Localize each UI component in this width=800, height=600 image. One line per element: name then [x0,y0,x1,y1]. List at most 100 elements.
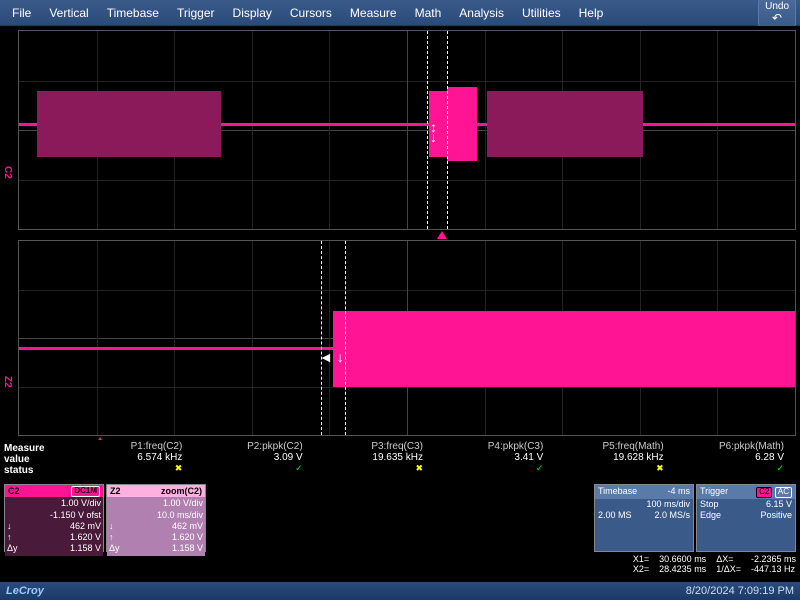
measure-label: P4:pkpk(C3) [435,441,543,452]
cursor-bottom-1[interactable] [321,241,322,435]
measure-status-icon: ✖ [555,463,663,474]
channel-panel-z2[interactable]: Z2 zoom(C2) 1.00 V/div10.0 ms/div↓462 mV… [106,484,206,552]
trigger-title: Trigger [700,486,728,498]
burst-top-2 [447,87,477,161]
measure-value: 19.628 kHz [555,452,663,463]
measure-label: P1:freq(C2) [74,441,182,452]
burst-bottom [333,311,795,387]
x2-value: 28.4235 ms [659,564,706,574]
c2-coupling-badge: DC1M [71,486,100,497]
burst-top-3 [487,91,643,157]
panel-line: 1.00 V/div [109,498,203,509]
cursor-bottom-2[interactable] [345,241,346,435]
panel-line: -1.150 V ofst [7,510,101,521]
undo-button[interactable]: Undo ↶ [758,0,796,27]
menu-utilities[interactable]: Utilities [514,3,569,23]
channel-panel-c2[interactable]: C2 DC1M 1.00 V/div-1.150 V ofst↓462 mV↑1… [4,484,104,552]
measure-label: P2:pkpk(C2) [194,441,302,452]
panel-line: ↑1.620 V [7,532,101,543]
datetime-label: 8/20/2024 7:09:19 PM [686,585,794,597]
menu-file[interactable]: File [4,3,39,23]
measure-row-value: value [4,454,74,465]
panel-line: 10.0 ms/div [109,510,203,521]
panel-line: 2.00 MS2.0 MS/s [595,510,693,522]
menu-help[interactable]: Help [571,3,612,23]
dx-value: -2.2365 ms [751,554,796,564]
menu-timebase[interactable]: Timebase [99,3,167,23]
menu-cursors[interactable]: Cursors [282,3,340,23]
measure-col-2: P2:pkpk(C2)3.09 V✓ [194,441,314,481]
idx-label: 1/ΔX= [716,564,741,574]
x1-label: X1= [633,554,649,564]
measure-label: P3:freq(C3) [315,441,423,452]
measure-status-icon: ✖ [315,463,423,474]
measure-col-6: P6:pkpk(Math)6.28 V✓ [676,441,796,481]
panel-line: EdgePositive [697,510,795,522]
waveform-bottom[interactable]: ◄ ↓ [18,240,796,436]
burst-top-0 [37,91,221,157]
trigger-ac-badge: AC [775,487,792,498]
z2-panel-name: Z2 [110,486,121,497]
measure-col-4: P4:pkpk(C3)3.41 V✓ [435,441,555,481]
measure-value: 3.09 V [194,452,302,463]
measure-value: 19.635 kHz [315,452,423,463]
footer: LeCroy 8/20/2024 7:09:19 PM [0,582,800,600]
measure-col-5: P5:freq(Math)19.628 kHz✖ [555,441,675,481]
timebase-title: Timebase [598,486,637,498]
menu-display[interactable]: Display [225,3,280,23]
panel-line: ↓462 mV [7,521,101,532]
panel-line: Stop6.15 V [697,499,795,511]
panel-line: ↓462 mV [109,521,203,532]
c2-panel-name: C2 [8,486,20,497]
menu-trigger[interactable]: Trigger [169,3,223,23]
info-row: C2 DC1M 1.00 V/div-1.150 V ofst↓462 mV↑1… [4,484,796,552]
waveform-top[interactable]: ↕↓ [18,30,796,230]
measure-value: 6.28 V [676,452,784,463]
menubar: File Vertical Timebase Trigger Display C… [0,0,800,26]
cursor-arrows-top: ↕↓ [430,123,437,143]
scope-area[interactable]: C2 Z2 ↕↓ ◄ ↓ [0,26,800,440]
x2-label: X2= [633,564,649,574]
cursor-top-1[interactable] [427,31,428,229]
panel-line: 1.00 V/div [7,498,101,509]
measure-label: P6:pkpk(Math) [676,441,784,452]
cursor-top-2[interactable] [447,31,448,229]
measure-status-icon: ✓ [435,463,543,474]
trace-baseline-bottom [19,347,333,350]
trigger-panel[interactable]: Trigger C2 AC Stop6.15 VEdgePositive [696,484,796,552]
menu-math[interactable]: Math [407,3,450,23]
brand-label: LeCroy [6,585,44,597]
measure-row-status: status [4,465,74,476]
measure-header: Measure [4,443,74,454]
undo-label: Undo [765,2,789,12]
panel-line: Δy1.158 V [7,543,101,554]
channel-label-c2: C2 [2,166,13,179]
timebase-panel[interactable]: Timebase -4 ms 100 ms/div2.00 MS2.0 MS/s [594,484,694,552]
timebase-offset: -4 ms [668,486,691,498]
menu-measure[interactable]: Measure [342,3,405,23]
channel-label-z2: Z2 [2,376,13,388]
measure-bar: Measure value status P1:freq(C2)6.574 kH… [0,440,800,482]
measure-label: P5:freq(Math) [555,441,663,452]
measure-col-3: P3:freq(C3)19.635 kHz✖ [315,441,435,481]
dx-label: ΔX= [716,554,741,564]
idx-value: -447.13 Hz [751,564,796,574]
trigger-marker-top [437,231,447,239]
measure-value: 3.41 V [435,452,543,463]
panel-line: Δy1.158 V [109,543,203,554]
cursor-readout: X1= 30.6600 ms ΔX= -2.2365 ms X2= 28.423… [633,554,796,574]
undo-arrow-icon: ↶ [772,12,782,24]
menu-analysis[interactable]: Analysis [451,3,512,23]
panel-line: 100 ms/div [595,499,693,511]
trigger-ch-badge: C2 [756,487,772,498]
menu-vertical[interactable]: Vertical [41,3,96,23]
measure-status-icon: ✓ [676,463,784,474]
measure-status-icon: ✖ [74,463,182,474]
measure-col-1: P1:freq(C2)6.574 kHz✖ [74,441,194,481]
cursor-arrows-bottom: ◄ ↓ [319,349,344,365]
measure-status-icon: ✓ [194,463,302,474]
measure-value: 6.574 kHz [74,452,182,463]
z2-zoom-badge: zoom(C2) [161,486,202,497]
x1-value: 30.6600 ms [659,554,706,564]
panel-line: ↑1.620 V [109,532,203,543]
